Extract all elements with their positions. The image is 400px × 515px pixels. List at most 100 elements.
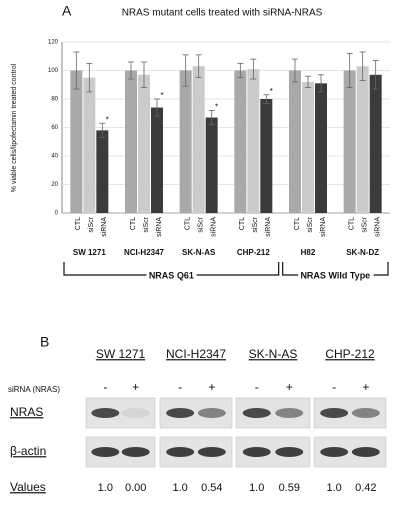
band (242, 447, 271, 457)
bar (356, 66, 369, 213)
bar-label: CTL (185, 217, 192, 230)
error-bar (318, 74, 324, 93)
group-bracket (63, 262, 280, 276)
error-bar (99, 122, 106, 138)
band-value: 0.54 (201, 482, 222, 494)
lane-sign: + (208, 380, 215, 394)
band (242, 408, 271, 418)
bar (179, 70, 192, 213)
bar-label: siScr (252, 216, 259, 232)
bar-label: siRNA (320, 217, 327, 237)
band (320, 447, 349, 457)
band (275, 408, 304, 418)
bar-label: CTL (239, 217, 246, 230)
lane-sign: - (255, 380, 259, 394)
bar-label: CTL (349, 217, 356, 230)
significance-marker: * (106, 115, 109, 124)
band-value: 1.0 (173, 482, 188, 494)
condition-label: siRNA (NRAS) (8, 385, 60, 394)
bar (70, 70, 83, 213)
x-tick-label: SW 1271 (73, 248, 106, 257)
band (166, 447, 195, 457)
bar-label: CTL (130, 217, 137, 230)
x-tick-label: CHP-212 (237, 248, 270, 257)
significance-marker: * (160, 91, 163, 100)
bar (247, 69, 260, 213)
x-tick-label: SK-N-DZ (346, 248, 379, 257)
error-bar (154, 98, 160, 117)
bar (83, 77, 96, 213)
y-axis-label: % viable cells/lipofectamin treated cont… (11, 63, 18, 192)
band (351, 447, 380, 457)
bar-label: siRNA (265, 217, 272, 237)
bar (302, 81, 314, 214)
error-bar (250, 58, 257, 80)
bar (315, 83, 327, 213)
lane-sign: - (332, 380, 336, 394)
lane-sign: - (103, 380, 107, 394)
bar (96, 130, 109, 213)
panel-label: B (40, 334, 49, 350)
lane-sign: - (178, 380, 182, 394)
error-bar (73, 51, 80, 90)
bar-label: CTL (75, 217, 82, 230)
values-label: Values (10, 480, 46, 494)
y-tick-label: 20 (51, 182, 58, 188)
lane-sign: + (286, 380, 293, 394)
error-bar (141, 61, 147, 88)
bar (151, 107, 163, 213)
bar (260, 99, 273, 213)
lane-sign: + (132, 380, 139, 394)
band (197, 447, 226, 457)
bar (289, 70, 301, 213)
cell-line: SW 1271 (96, 347, 146, 361)
error-bar (263, 94, 270, 104)
y-tick-label: 100 (48, 68, 59, 74)
bar-label: siRNA (211, 217, 218, 237)
band (121, 408, 150, 418)
group-bracket (282, 262, 389, 276)
band (121, 447, 150, 457)
error-bar (346, 53, 353, 88)
y-tick-label: 40 (51, 154, 58, 160)
lane-sign: + (362, 380, 369, 394)
significance-marker: * (215, 103, 218, 112)
bar (234, 70, 247, 213)
group-label: NRAS Q61 (149, 270, 194, 280)
band (91, 447, 120, 457)
y-tick-label: 80 (51, 97, 58, 103)
error-bar (195, 54, 202, 79)
x-tick-label: NCI-H2347 (124, 248, 165, 257)
bar (125, 70, 137, 213)
error-bar (128, 61, 134, 80)
bar-label: siScr (88, 216, 95, 232)
bar-label: siRNA (375, 217, 382, 237)
bar (343, 70, 356, 213)
cell-line: CHP-212 (325, 347, 375, 361)
error-bar (208, 110, 215, 126)
band (91, 408, 120, 418)
x-tick-label: SK-N-AS (182, 248, 216, 257)
band (166, 408, 195, 418)
bar-label: siScr (143, 216, 150, 232)
chart-title: NRAS mutant cells treated with siRNA-NRA… (122, 8, 323, 19)
panel-label: A (62, 3, 72, 19)
band-value: 1.0 (327, 482, 342, 494)
band (275, 447, 304, 457)
row-label: NRAS (10, 405, 43, 419)
bar-label: CTL (294, 217, 301, 230)
bar (138, 74, 150, 214)
y-tick-label: 0 (55, 211, 59, 217)
group-label: NRAS Wild Type (300, 270, 370, 280)
bar-label: siScr (198, 216, 205, 232)
cell-line: NCI-H2347 (166, 347, 226, 361)
bar-label: siScr (362, 216, 369, 232)
error-bar (305, 75, 311, 88)
bar (369, 74, 382, 214)
band (320, 408, 349, 418)
error-bar (359, 51, 366, 81)
bar (192, 66, 205, 213)
y-tick-label: 60 (51, 125, 58, 131)
band (351, 408, 380, 418)
